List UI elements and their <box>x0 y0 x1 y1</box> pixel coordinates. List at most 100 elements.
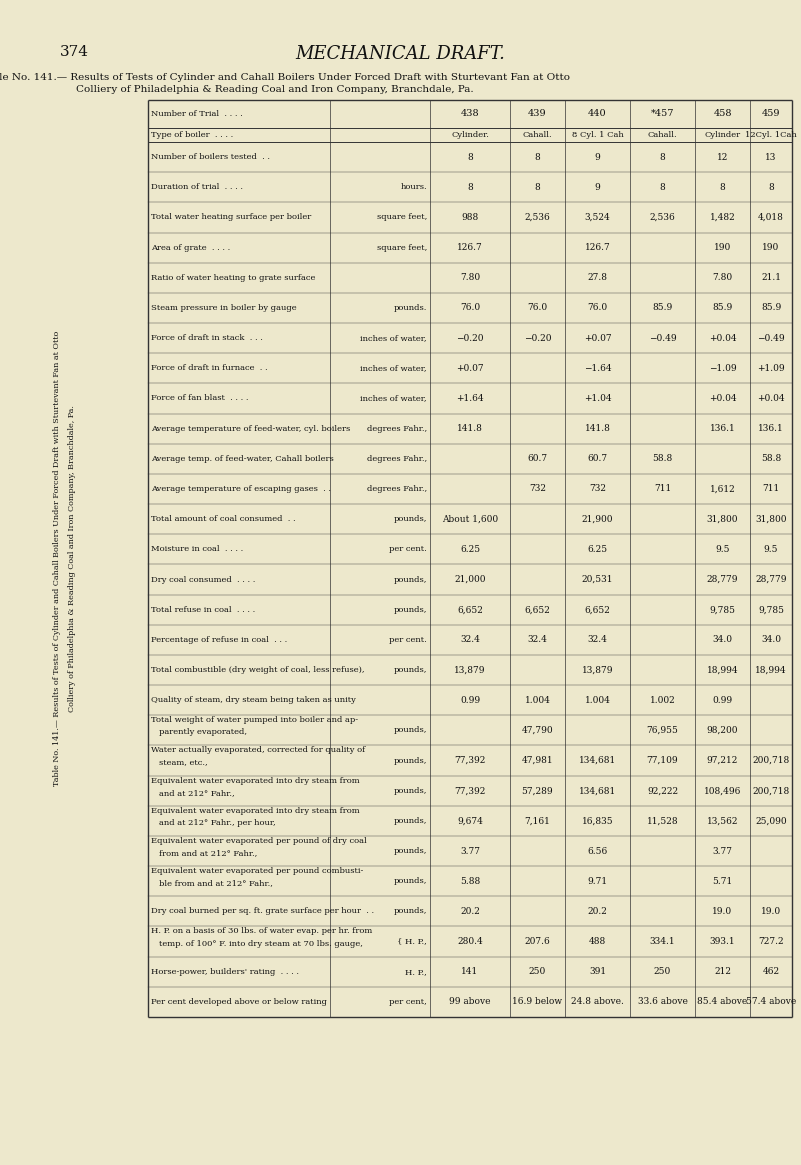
Text: 732: 732 <box>529 485 546 494</box>
Text: parently evaporated,: parently evaporated, <box>159 728 247 736</box>
Text: 12: 12 <box>717 153 728 162</box>
Text: 19.0: 19.0 <box>761 906 781 916</box>
Text: 98,200: 98,200 <box>706 726 739 735</box>
Text: degrees Fahr.,: degrees Fahr., <box>367 485 427 493</box>
Text: pounds,: pounds, <box>393 515 427 523</box>
Text: +0.04: +0.04 <box>709 333 736 343</box>
Text: 33.6 above: 33.6 above <box>638 997 687 1007</box>
Text: Equivalent water evaporated per pound of dry coal: Equivalent water evaporated per pound of… <box>151 836 367 845</box>
Text: +1.09: +1.09 <box>757 363 785 373</box>
Text: 20.2: 20.2 <box>588 906 607 916</box>
Text: pounds,: pounds, <box>393 606 427 614</box>
Text: 85.4 above: 85.4 above <box>698 997 747 1007</box>
Text: per cent,: per cent, <box>389 998 427 1005</box>
Text: 47,981: 47,981 <box>521 756 553 765</box>
Text: 440: 440 <box>588 110 607 119</box>
Text: Average temperature of feed-water, cyl. boilers: Average temperature of feed-water, cyl. … <box>151 424 350 432</box>
Text: pounds,: pounds, <box>393 666 427 675</box>
Text: 18,994: 18,994 <box>706 665 739 675</box>
Text: Percentage of refuse in coal  . . .: Percentage of refuse in coal . . . <box>151 636 288 644</box>
Text: Area of grate  . . . .: Area of grate . . . . <box>151 243 230 252</box>
Text: 711: 711 <box>763 485 779 494</box>
Text: 57.4 above: 57.4 above <box>746 997 796 1007</box>
Text: Average temperature of escaping gases  . .: Average temperature of escaping gases . … <box>151 485 331 493</box>
Text: −0.20: −0.20 <box>524 333 551 343</box>
Text: square feet,: square feet, <box>376 243 427 252</box>
Text: +0.07: +0.07 <box>584 333 611 343</box>
Text: 280.4: 280.4 <box>457 937 483 946</box>
Text: 7.80: 7.80 <box>460 274 480 282</box>
Text: 32.4: 32.4 <box>588 635 607 644</box>
Text: Ratio of water heating to grate surface: Ratio of water heating to grate surface <box>151 274 316 282</box>
Text: Horse-power, builders' rating  . . . .: Horse-power, builders' rating . . . . <box>151 968 299 976</box>
Text: 190: 190 <box>763 243 779 252</box>
Text: 2,536: 2,536 <box>650 213 675 221</box>
Text: 8: 8 <box>467 183 473 192</box>
Text: 141.8: 141.8 <box>457 424 483 433</box>
Text: *457: *457 <box>650 110 674 119</box>
Text: 190: 190 <box>714 243 731 252</box>
Text: 20,531: 20,531 <box>582 576 614 584</box>
Text: 76.0: 76.0 <box>587 303 608 312</box>
Text: 85.9: 85.9 <box>761 303 781 312</box>
Text: 76.0: 76.0 <box>527 303 548 312</box>
Text: 19.0: 19.0 <box>712 906 733 916</box>
Text: Number of boilers tested  . .: Number of boilers tested . . <box>151 153 270 161</box>
Text: and at 212° Fahr.,: and at 212° Fahr., <box>159 789 235 797</box>
Text: 988: 988 <box>461 213 479 221</box>
Text: 28,779: 28,779 <box>755 576 787 584</box>
Text: 6,652: 6,652 <box>525 605 550 614</box>
Text: 126.7: 126.7 <box>457 243 483 252</box>
Text: Force of fan blast  . . . .: Force of fan blast . . . . <box>151 395 248 402</box>
Text: 2,536: 2,536 <box>525 213 550 221</box>
Text: 5.88: 5.88 <box>460 877 480 885</box>
Text: pounds,: pounds, <box>393 817 427 825</box>
Text: 9: 9 <box>594 153 601 162</box>
Text: pounds,: pounds, <box>393 726 427 734</box>
Text: 141: 141 <box>461 967 479 976</box>
Text: +0.04: +0.04 <box>757 394 785 403</box>
Text: 76,955: 76,955 <box>646 726 678 735</box>
Text: 6.25: 6.25 <box>587 545 608 553</box>
Text: 3.77: 3.77 <box>713 847 732 855</box>
Text: Colliery of Philadelphia & Reading Coal and Iron Company, Branchdale, Pa.: Colliery of Philadelphia & Reading Coal … <box>76 85 474 94</box>
Text: and at 212° Fahr., per hour,: and at 212° Fahr., per hour, <box>159 819 276 827</box>
Text: 250: 250 <box>654 967 671 976</box>
Text: −1.09: −1.09 <box>709 363 736 373</box>
Text: pounds,: pounds, <box>393 576 427 584</box>
Text: 4,018: 4,018 <box>758 213 784 221</box>
Text: Total refuse in coal  . . . .: Total refuse in coal . . . . <box>151 606 256 614</box>
Text: 1.002: 1.002 <box>650 696 675 705</box>
Text: 458: 458 <box>713 110 732 119</box>
Text: 9,674: 9,674 <box>457 817 483 825</box>
Text: 438: 438 <box>461 110 479 119</box>
Text: 13: 13 <box>765 153 777 162</box>
Text: Cylinder: Cylinder <box>704 130 741 139</box>
Text: Total combustible (dry weight of coal, less refuse),: Total combustible (dry weight of coal, l… <box>151 666 364 675</box>
Text: ble from and at 212° Fahr.,: ble from and at 212° Fahr., <box>159 880 273 888</box>
Text: 334.1: 334.1 <box>650 937 675 946</box>
Text: 77,392: 77,392 <box>454 756 485 765</box>
Text: Total weight of water pumped into boiler and ap-: Total weight of water pumped into boiler… <box>151 716 358 725</box>
Text: 57,289: 57,289 <box>521 786 553 796</box>
Text: 0.99: 0.99 <box>712 696 733 705</box>
Text: 108,496: 108,496 <box>704 786 741 796</box>
Text: 9: 9 <box>594 183 601 192</box>
Text: 8 Cyl. 1 Cah: 8 Cyl. 1 Cah <box>572 130 623 139</box>
Text: 374: 374 <box>60 45 89 59</box>
Text: 459: 459 <box>762 110 780 119</box>
Text: Average temp. of feed-water, Cahall boilers: Average temp. of feed-water, Cahall boil… <box>151 454 334 463</box>
Text: 439: 439 <box>528 110 547 119</box>
Text: 12Cyl. 1Cah: 12Cyl. 1Cah <box>745 130 797 139</box>
Text: 85.9: 85.9 <box>712 303 733 312</box>
Text: Force of draft in furnace  . .: Force of draft in furnace . . <box>151 365 268 373</box>
Text: 134,681: 134,681 <box>579 756 616 765</box>
Text: 34.0: 34.0 <box>713 635 732 644</box>
Text: 3.77: 3.77 <box>460 847 480 855</box>
Text: Colliery of Philadelphia & Reading Coal and Iron Company, Branchdale, Pa.: Colliery of Philadelphia & Reading Coal … <box>68 405 76 712</box>
Text: degrees Fahr.,: degrees Fahr., <box>367 454 427 463</box>
Text: 9,785: 9,785 <box>758 605 784 614</box>
Text: 3,524: 3,524 <box>585 213 610 221</box>
Text: 13,879: 13,879 <box>454 665 485 675</box>
Text: 25,090: 25,090 <box>755 817 787 825</box>
